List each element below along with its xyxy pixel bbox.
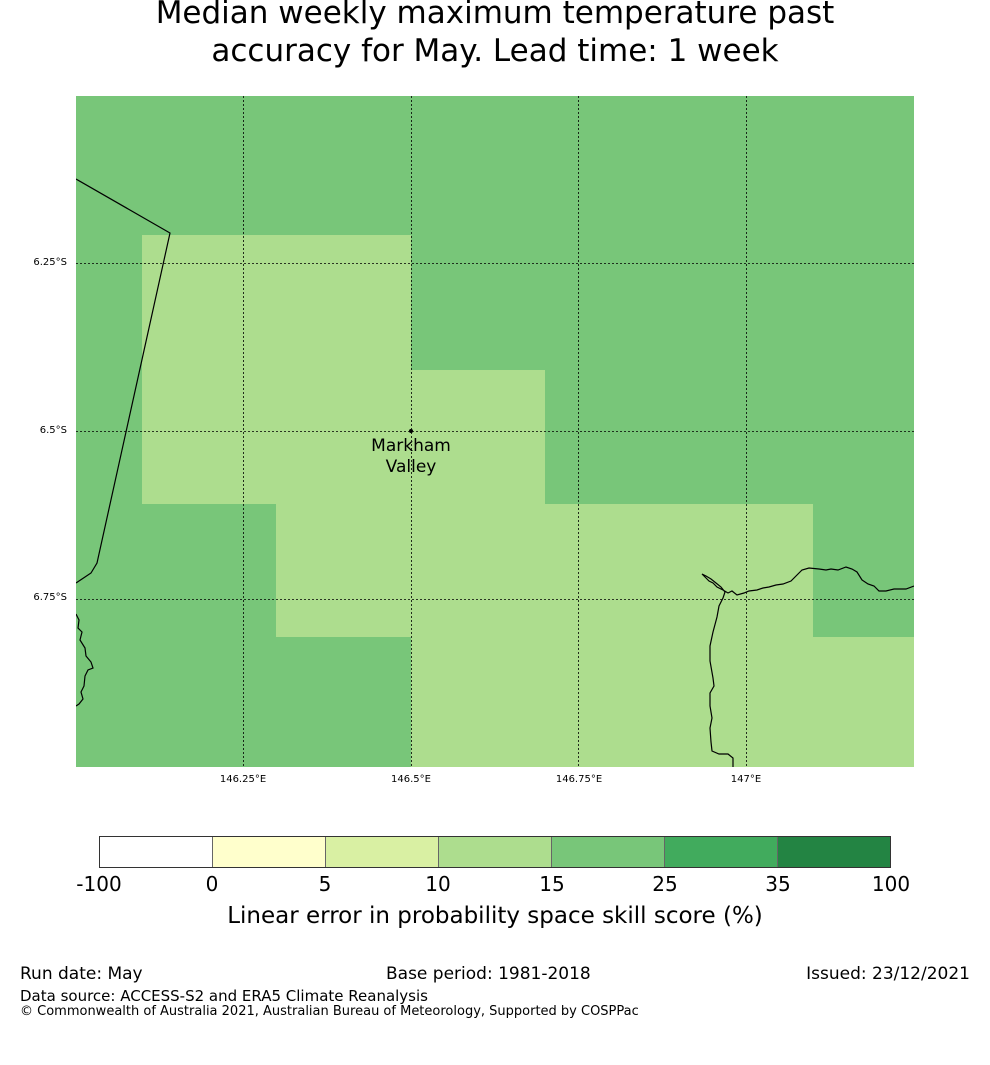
skill-map: [76, 96, 914, 767]
colorbar-segment-2: [213, 837, 326, 867]
copyright-notice: © Commonwealth of Australia 2021, Austra…: [20, 1004, 639, 1019]
longitude-label-146-25: 146.25°E: [219, 774, 267, 785]
map-title-line-1: Median weekly maximum temperature past: [155, 0, 835, 31]
place-label-line-1: Markham: [371, 436, 451, 456]
west-coastline: [76, 613, 94, 707]
place-label-line-2: Valley: [385, 457, 437, 477]
colorbar-segment-6: [665, 837, 778, 867]
colorbar-tick-label: 35: [765, 872, 791, 896]
map-title-line-2: accuracy for May. Lead time: 1 week: [211, 33, 779, 69]
latitude-label-6-5: 6.5°S: [39, 425, 67, 436]
colorbar-tick-label: 0: [205, 872, 219, 896]
colorbar-tick-label: 15: [539, 872, 565, 896]
latitude-label-6-75: 6.75°S: [33, 592, 67, 603]
longitude-label-147: 147°E: [730, 774, 762, 785]
colorbar-tick-label: -100: [76, 872, 122, 896]
run-date: Run date: May: [20, 964, 143, 984]
colorbar-segment-3: [326, 837, 439, 867]
markham-valley-marker: [409, 429, 413, 433]
place-label-markham-valley: Markham Valley: [351, 436, 471, 478]
map-title: Median weekly maximum temperature past a…: [0, 0, 990, 70]
colorbar-segment-4: [439, 837, 552, 867]
colorbar-tick-label: 5: [318, 872, 332, 896]
colorbar: [99, 836, 891, 868]
east-coastline: [701, 566, 914, 767]
colorbar-tick-label: 10: [425, 872, 451, 896]
colorbar-tick-label: 25: [652, 872, 678, 896]
colorbar-segment-5: [552, 837, 665, 867]
base-period: Base period: 1981-2018: [386, 964, 591, 984]
latitude-label-6-25: 6.25°S: [33, 257, 67, 268]
colorbar-tick-label: 100: [871, 872, 911, 896]
colorbar-label: Linear error in probability space skill …: [227, 903, 763, 929]
colorbar-segment-1: [100, 837, 213, 867]
colorbar-segment-7: [778, 837, 890, 867]
province-border: [76, 178, 171, 584]
longitude-label-146-75: 146.75°E: [555, 774, 603, 785]
longitude-label-146-5: 146.5°E: [391, 774, 431, 785]
skill-map-canvas: [76, 96, 914, 767]
skill-region-15-25: [142, 235, 914, 767]
data-source: Data source: ACCESS-S2 and ERA5 Climate …: [20, 987, 428, 1005]
issued-date: Issued: 23/12/2021: [806, 964, 970, 984]
